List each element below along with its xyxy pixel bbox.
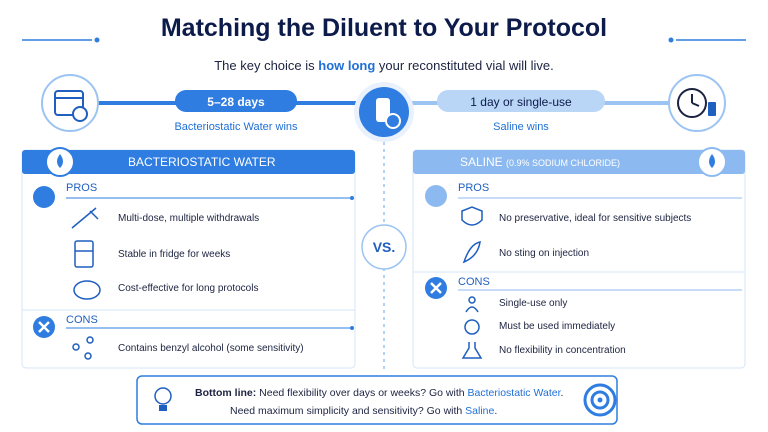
bottom-text: Need maximum simplicity and sensitivity?… xyxy=(230,405,466,417)
pro-item: Cost-effective for long protocols xyxy=(118,283,259,294)
panel-header: SALINE (0.9% SODIUM CHLORIDE) xyxy=(460,155,620,169)
bottom-line-1: Bottom line: Need flexibility over days … xyxy=(195,387,563,399)
bottom-line-2: Need maximum simplicity and sensitivity?… xyxy=(230,405,497,417)
subtitle-highlight: how long xyxy=(318,58,376,73)
cons-label: CONS xyxy=(458,276,490,288)
timeline-pill: 1 day or single-use xyxy=(470,95,572,109)
bottom-line-label: Bottom line: xyxy=(195,387,257,399)
timeline-caption: Saline wins xyxy=(493,121,549,133)
bottom-text: . xyxy=(494,405,498,417)
panel-header-note: (0.9% SODIUM CHLORIDE) xyxy=(506,158,621,168)
bottom-text: . xyxy=(560,387,564,399)
subtitle-text: your reconstituted vial will live. xyxy=(375,58,554,73)
bottom-text: Need flexibility over days or weeks? Go … xyxy=(256,387,468,399)
con-item: Must be used immediately xyxy=(499,321,616,332)
cons-label: CONS xyxy=(66,314,98,326)
pro-item: No preservative, ideal for sensitive sub… xyxy=(499,213,692,224)
con-item: No flexibility in concentration xyxy=(499,345,626,356)
pros-label: PROS xyxy=(458,182,490,194)
panel-header: BACTERIOSTATIC WATER xyxy=(128,155,276,169)
timeline-caption: Bacteriostatic Water wins xyxy=(174,121,298,133)
con-item: Contains benzyl alcohol (some sensitivit… xyxy=(118,343,304,354)
con-item: Single-use only xyxy=(499,298,568,309)
subtitle: The key choice is how long your reconsti… xyxy=(0,58,768,73)
pro-item: Stable in fridge for weeks xyxy=(118,249,231,260)
pros-label: PROS xyxy=(66,182,98,194)
timeline-pill: 5–28 days xyxy=(207,95,265,109)
subtitle-text: The key choice is xyxy=(214,58,319,73)
panel-header-text: SALINE xyxy=(460,155,503,169)
bottom-highlight: Saline xyxy=(465,405,495,417)
vs-label: VS. xyxy=(372,239,396,255)
pro-item: No sting on injection xyxy=(499,248,590,259)
pro-item: Multi-dose, multiple withdrawals xyxy=(118,213,260,224)
bottom-highlight: Bacteriostatic Water xyxy=(467,387,561,399)
title: Matching the Diluent to Your Protocol xyxy=(160,14,608,42)
